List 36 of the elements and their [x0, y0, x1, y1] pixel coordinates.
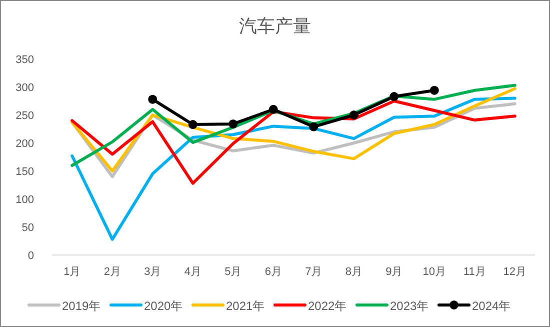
y-tick-label: 50 — [22, 222, 34, 234]
legend-label: 2022年 — [308, 299, 347, 313]
point — [268, 104, 278, 114]
x-tick-label: 6月 — [264, 266, 282, 278]
y-tick-label: 100 — [16, 194, 34, 206]
x-tick-label: 12月 — [503, 266, 526, 278]
y-tick-label: 350 — [16, 54, 34, 66]
x-tick-label: 10月 — [422, 266, 446, 278]
point — [309, 122, 318, 132]
chart-title: 汽车产量 — [239, 16, 311, 36]
y-tick-label: 0 — [28, 250, 34, 262]
x-tick-label: 5月 — [224, 266, 242, 278]
x-tick-label: 2月 — [104, 266, 121, 278]
point — [148, 94, 158, 104]
point — [349, 110, 358, 120]
legend-label: 2023年 — [390, 299, 429, 313]
y-tick-label: 250 — [16, 110, 34, 122]
x-tick-label: 1月 — [64, 266, 81, 278]
y-tick-label: 200 — [16, 138, 34, 150]
line-series — [70, 96, 516, 241]
y-tick-label: 150 — [16, 166, 34, 178]
point — [228, 119, 238, 128]
x-tick-label: 3月 — [144, 266, 162, 278]
x-tick-label: 11月 — [463, 266, 486, 278]
x-tick-label: 9月 — [386, 266, 403, 278]
x-tick-label: 7月 — [305, 266, 322, 278]
point — [390, 92, 399, 102]
x-tick-label: 4月 — [184, 266, 202, 278]
x-tick-label: 8月 — [345, 266, 362, 278]
point — [188, 120, 198, 130]
y-tick-label: 300 — [16, 82, 34, 94]
point — [430, 86, 439, 95]
legend-label: 2024年 — [472, 299, 511, 313]
legend-label: 2020年 — [144, 299, 183, 313]
legend-label: 2019年 — [62, 299, 101, 313]
legend-label: 2021年 — [226, 299, 265, 313]
